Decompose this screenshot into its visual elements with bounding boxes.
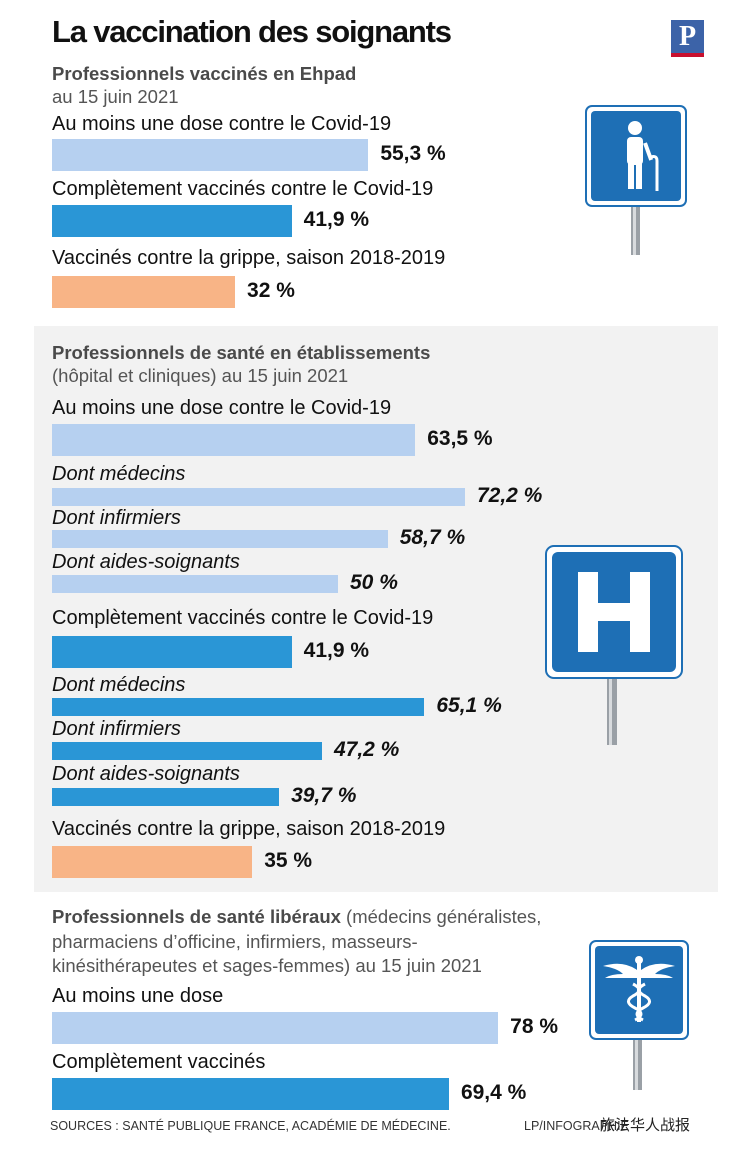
section1-title: Professionnels vaccinés en Ehpad — [52, 63, 357, 84]
bar-label: Vaccinés contre la grippe, saison 2018-2… — [52, 818, 446, 840]
section3-line2: pharmaciens d’officine, infirmiers, mass… — [52, 931, 418, 952]
source-note: SOURCES : SANTÉ PUBLIQUE FRANCE, ACADÉMI… — [50, 1119, 451, 1133]
bar — [52, 276, 236, 308]
bar — [52, 1078, 449, 1110]
bar-value-label: 32 % — [247, 279, 295, 302]
chart-title: La vaccination des soignants — [52, 14, 452, 49]
bar — [52, 424, 416, 456]
parisien-logo: P — [671, 20, 704, 53]
bar-label: Dont infirmiers — [52, 507, 181, 529]
bar-value-label: 41,9 % — [303, 639, 370, 662]
bar — [52, 698, 425, 716]
bar-label: Dont médecins — [52, 674, 186, 696]
bar — [52, 530, 388, 548]
bar-label: Vaccinés contre la grippe, saison 2018-2… — [52, 247, 446, 269]
bar-value-label: 72,2 % — [476, 484, 543, 507]
bar — [52, 788, 280, 806]
bar — [52, 846, 253, 878]
bar-value-label: 35 % — [264, 849, 313, 872]
bar-label: Au moins une dose — [52, 985, 224, 1007]
bar — [52, 205, 292, 237]
section1-subtitle: au 15 juin 2021 — [52, 86, 179, 107]
bar-label: Complètement vaccinés contre le Covid-19 — [52, 607, 434, 629]
bar-value-label: 41,9 % — [303, 208, 370, 231]
bar-value-label: 78 % — [510, 1015, 559, 1038]
elderly-person-sign-icon — [585, 105, 687, 255]
watermark: 旅法华人战报 — [600, 1117, 691, 1134]
bar-value-label: 50 % — [350, 571, 398, 594]
bar-label: Dont aides-soignants — [52, 763, 240, 785]
bar-label: Au moins une dose contre le Covid-19 — [52, 113, 392, 135]
bar-value-label: 55,3 % — [380, 142, 446, 165]
bar-label: Complètement vaccinés — [52, 1051, 266, 1073]
bar-value-label: 69,4 % — [460, 1081, 527, 1104]
bar-value-label: 47,2 % — [333, 738, 400, 761]
bar — [52, 139, 369, 171]
hospital-sign-icon — [545, 545, 683, 745]
section3-title-bold: Professionnels de santé libéraux — [52, 906, 341, 927]
bar — [52, 575, 338, 593]
bar-value-label: 65,1 % — [436, 694, 502, 717]
section3-title: Professionnels de santé libéraux (médeci… — [52, 906, 541, 928]
bar — [52, 488, 465, 506]
section3-title-rest: (médecins généralistes, — [340, 906, 542, 927]
bar-value-label: 39,7 % — [291, 784, 357, 807]
bar — [52, 742, 322, 760]
bar — [52, 1012, 499, 1044]
bar-label: Dont aides-soignants — [52, 551, 240, 573]
section2-subtitle: (hôpital et cliniques) au 15 juin 2021 — [52, 365, 349, 386]
bar-label: Dont médecins — [52, 463, 186, 485]
bar-label: Complètement vaccinés contre le Covid-19 — [52, 178, 434, 200]
bar — [52, 636, 292, 668]
section2-title: Professionnels de santé en établissement… — [52, 342, 431, 363]
bar-value-label: 58,7 % — [399, 526, 466, 549]
credit-note: LP/INFOGRAPHIE — [524, 1119, 629, 1133]
bar-value-label: 63,5 % — [427, 427, 493, 450]
section3-line3: kinésithérapeutes et sages-femmes) au 15… — [52, 955, 482, 976]
logo-stripe — [671, 53, 704, 57]
bar-label: Dont infirmiers — [52, 718, 181, 740]
bar-label: Au moins une dose contre le Covid-19 — [52, 397, 392, 419]
caduceus-sign-icon — [589, 940, 689, 1090]
